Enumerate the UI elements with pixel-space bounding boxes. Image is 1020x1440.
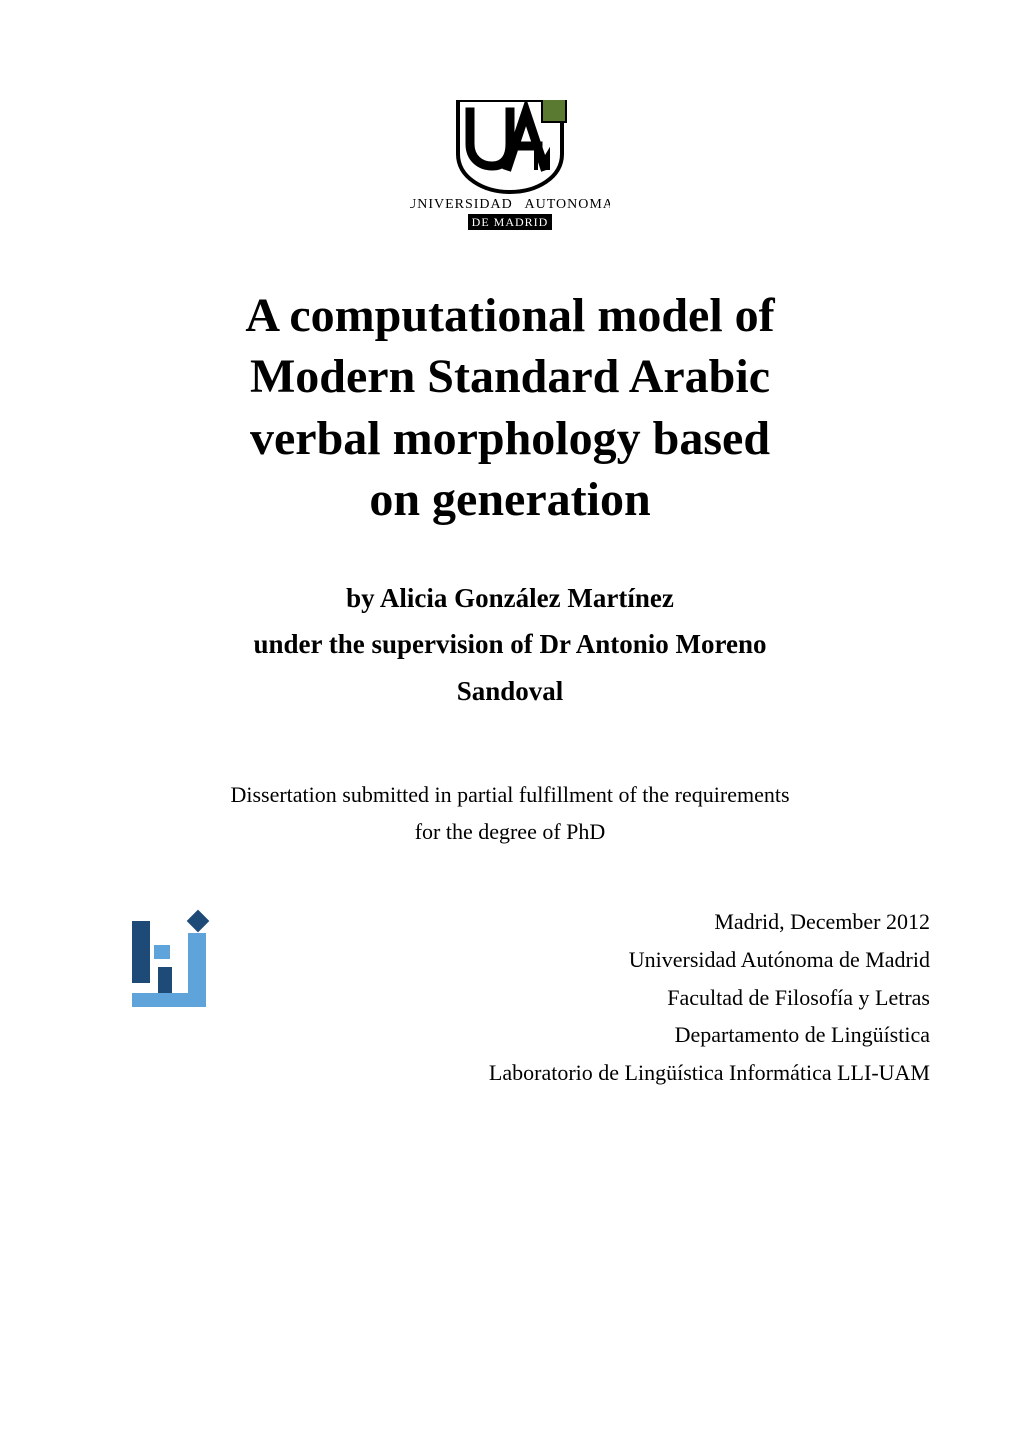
footer-block: Madrid, December 2012 Universidad Autóno… bbox=[126, 903, 930, 1092]
uam-text-autonoma: AUTONOMA bbox=[524, 197, 610, 212]
dissertation-block: Dissertation submitted in partial fulfil… bbox=[90, 776, 930, 851]
affil-faculty: Facultad de Filosofía y Letras bbox=[272, 979, 930, 1017]
title-line-1: A computational model of bbox=[90, 285, 930, 346]
title-line-4: on generation bbox=[90, 469, 930, 530]
lli-logo bbox=[126, 1004, 236, 1021]
uam-text-demadrid: DE MADRID bbox=[472, 215, 549, 229]
affiliation-block: Madrid, December 2012 Universidad Autóno… bbox=[272, 903, 930, 1092]
affil-lab: Laboratorio de Lingüística Informática L… bbox=[272, 1054, 930, 1092]
title-block: A computational model of Modern Standard… bbox=[90, 285, 930, 531]
lli-logo-container bbox=[126, 903, 236, 1022]
affil-date: Madrid, December 2012 bbox=[272, 903, 930, 941]
byline-supervisor-1: under the supervision of Dr Antonio More… bbox=[90, 621, 930, 667]
uam-text-universidad: UNIVERSIDAD bbox=[410, 197, 513, 212]
affil-university: Universidad Autónoma de Madrid bbox=[272, 941, 930, 979]
title-line-2: Modern Standard Arabic bbox=[90, 346, 930, 407]
uam-logo-container: UNIVERSIDAD AUTONOMA DE MADRID bbox=[90, 100, 930, 235]
affil-department: Departamento de Lingüística bbox=[272, 1016, 930, 1054]
title-line-3: verbal morphology based bbox=[90, 408, 930, 469]
dissertation-line-1: Dissertation submitted in partial fulfil… bbox=[90, 776, 930, 813]
byline-block: by Alicia González Martínez under the su… bbox=[90, 575, 930, 714]
dissertation-line-2: for the degree of PhD bbox=[90, 813, 930, 850]
uam-logo: UNIVERSIDAD AUTONOMA DE MADRID bbox=[410, 100, 610, 235]
byline-author: by Alicia González Martínez bbox=[90, 575, 930, 621]
byline-supervisor-2: Sandoval bbox=[90, 668, 930, 714]
svg-text:UNIVERSIDAD AUTONOMA: UNIVERSIDAD AUTONOMA bbox=[410, 197, 610, 212]
